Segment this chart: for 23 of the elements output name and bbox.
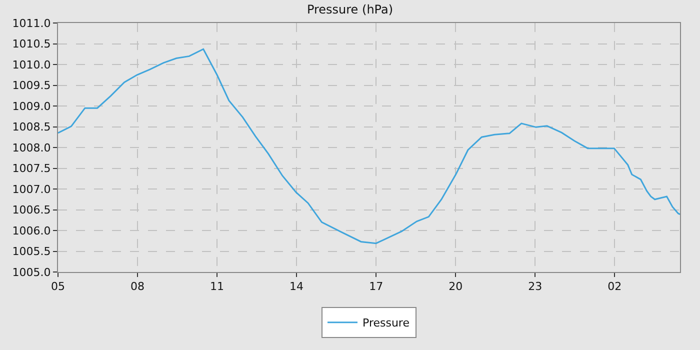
y-tick-label: 1007.0	[12, 182, 51, 196]
y-tick-label: 1010.0	[12, 58, 51, 72]
legend-label: Pressure	[362, 316, 410, 330]
y-tick-label: 1006.0	[12, 224, 51, 238]
y-tick-label: 1007.5	[12, 162, 51, 176]
y-tick-label: 1005.0	[12, 266, 51, 279]
x-tick-label: 02	[608, 280, 622, 294]
x-tick-label: 08	[130, 280, 145, 294]
x-tick-label: 05	[51, 280, 65, 294]
y-tick-label: 1008.5	[12, 120, 51, 134]
y-tick-label: 1011.0	[12, 16, 51, 30]
x-tick-label: 14	[290, 280, 304, 294]
chart-title: Pressure (hPa)	[306, 2, 394, 17]
y-tick-label: 1008.0	[12, 141, 51, 154]
x-tick-label: 20	[448, 280, 463, 294]
y-tick-label: 1006.5	[12, 204, 51, 217]
y-tick-label: 1005.5	[12, 245, 51, 258]
x-tick-label: 11	[210, 280, 224, 294]
x-tick-label: 23	[528, 280, 542, 294]
y-tick-label: 1010.5	[12, 38, 51, 51]
y-tick-label: 1009.5	[12, 79, 51, 92]
x-tick-label: 17	[369, 280, 384, 294]
y-tick-label: 1009.0	[12, 100, 51, 113]
